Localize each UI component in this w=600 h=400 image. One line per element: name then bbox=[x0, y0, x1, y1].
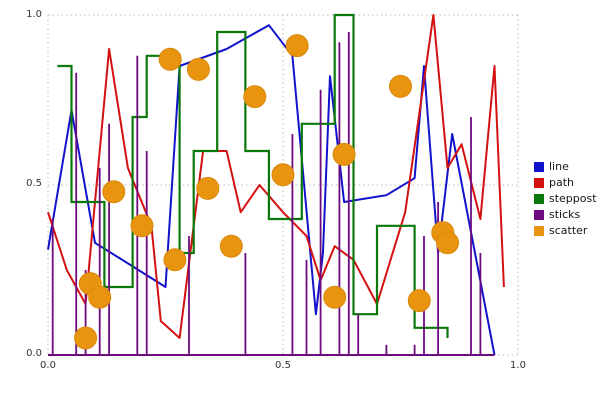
x-tick-label-2: 1.0 bbox=[510, 360, 526, 371]
legend-swatch-path bbox=[534, 178, 544, 188]
legend-label-line: line bbox=[549, 160, 569, 173]
legend-label-path: path bbox=[549, 176, 575, 189]
legend-item-line[interactable]: line bbox=[534, 161, 597, 173]
legend-label-sticks: sticks bbox=[549, 208, 581, 221]
legend-swatch-steppost bbox=[534, 194, 544, 204]
legend-item-path[interactable]: path bbox=[534, 177, 597, 189]
y-tick-label-2: 1.0 bbox=[26, 9, 42, 20]
legend-swatch-line bbox=[534, 162, 544, 172]
legend-swatch-sticks bbox=[534, 210, 544, 220]
x-tick-label-0: 0.0 bbox=[40, 360, 56, 371]
legend-swatch-scatter bbox=[534, 226, 544, 236]
legend: line path steppost sticks scatter bbox=[534, 161, 597, 237]
y-tick-label-0: 0.0 bbox=[26, 348, 42, 359]
series-sticks bbox=[48, 32, 495, 356]
x-tick-label-1: 0.5 bbox=[275, 360, 291, 371]
legend-item-sticks[interactable]: sticks bbox=[534, 209, 597, 221]
series-line bbox=[47, 24, 496, 356]
legend-item-steppost[interactable]: steppost bbox=[534, 193, 597, 205]
legend-item-scatter[interactable]: scatter bbox=[534, 225, 597, 237]
series-path bbox=[47, 14, 505, 339]
legend-label-scatter: scatter bbox=[549, 224, 588, 237]
series-steppost bbox=[57, 13, 449, 338]
y-tick-label-1: 0.5 bbox=[26, 178, 42, 189]
series-scatter bbox=[74, 34, 459, 350]
legend-label-steppost: steppost bbox=[549, 192, 597, 205]
